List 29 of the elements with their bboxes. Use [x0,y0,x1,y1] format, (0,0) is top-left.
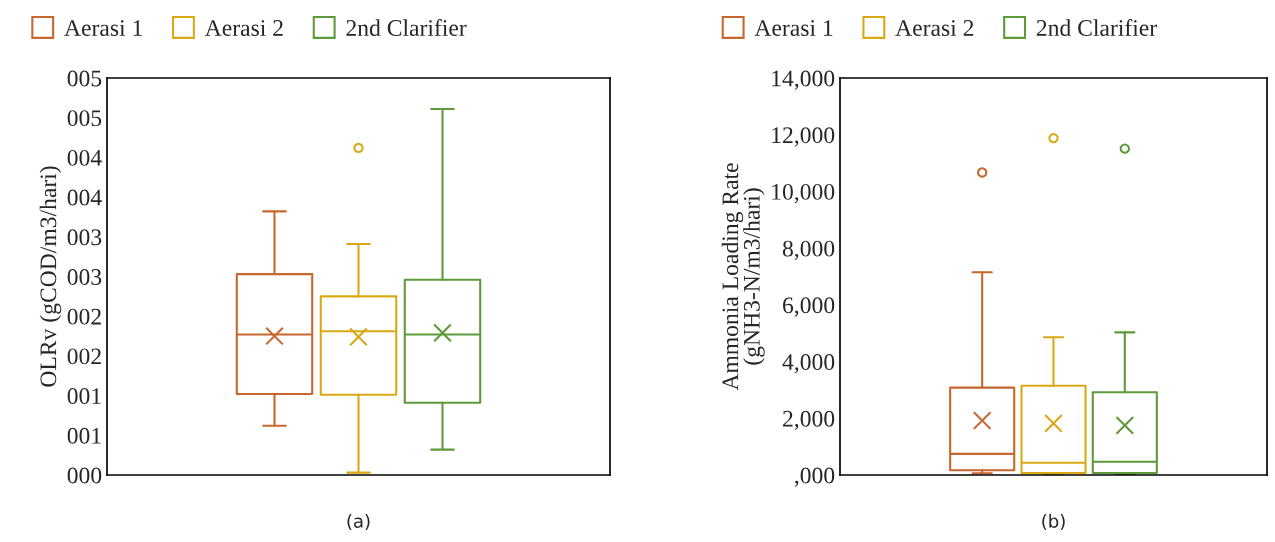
y-axis-title: Ammonia Loading Rate (gNH3-N/m3/hari) [721,163,765,391]
legend-label: Aerasi 1 [64,20,142,36]
y-tick-label: 002 [67,348,101,365]
y-tick-label: 2,000 [783,410,835,431]
y-tick-label: 003 [67,229,102,246]
legend-label: 2nd Clarifier [1036,19,1157,36]
y-tick-label: ,000 [794,467,835,487]
legend-label: Aerasi 2 [204,20,283,36]
y-tick-label: 001 [67,427,101,444]
y-tick-label: 003 [67,268,102,285]
legend-label: Aerasi 2 [895,20,974,36]
y-tick-label: 004 [67,149,102,166]
y-tick-label: 000 [67,467,102,484]
y-tick-label: 001 [67,388,101,405]
legend-label: 2nd Clarifier [346,19,467,36]
legend-label: Aerasi 1 [754,20,833,36]
y-axis-title: OLRv (gCOD/m3/hari) [39,166,62,387]
y-tick-label: 8,000 [782,240,835,260]
text: (a) [347,513,370,530]
y-tick-label: 14,000 [772,70,835,90]
y-tick-label: 002 [67,308,101,325]
y-tick-label: 6,000 [783,297,835,317]
text: (b) [1042,513,1065,530]
y-tick-label: 005 [67,70,102,87]
y-tick-label: 10,000 [772,183,835,204]
y-tick-label: 005 [67,110,102,127]
y-tick-label: 004 [67,189,102,206]
y-tick-label: 12,000 [772,127,835,147]
y-tick-label: 4,000 [782,354,835,374]
